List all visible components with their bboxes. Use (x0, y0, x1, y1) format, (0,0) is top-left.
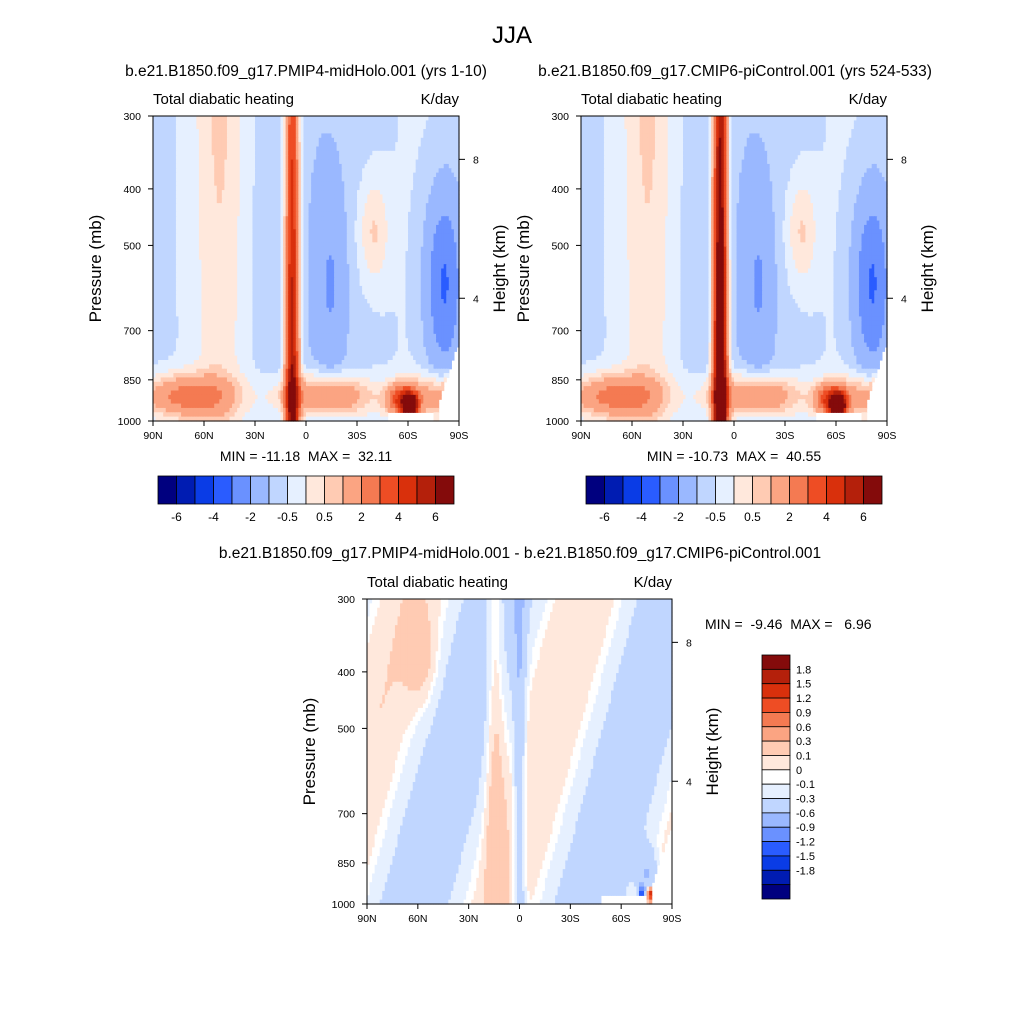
panel-title: b.e21.B1850.f09_g17.PMIP4-midHolo.001 (y… (125, 63, 487, 80)
panel-variable-label: Total diabatic heating (153, 91, 294, 108)
heatmap-cells (153, 116, 460, 422)
panel-units-label: K/day (421, 91, 460, 108)
chart-panel-midholo: b.e21.B1850.f09_g17.PMIP4-midHolo.001 (y… (86, 63, 509, 524)
figure-title: JJA (492, 22, 532, 49)
